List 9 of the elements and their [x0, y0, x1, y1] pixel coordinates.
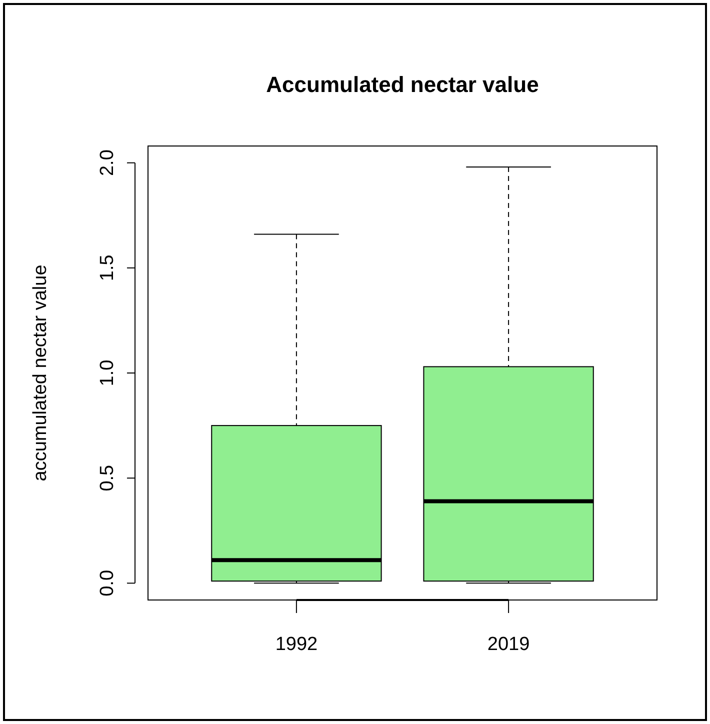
y-tick-label: 0.5 [97, 464, 118, 492]
chart-title: Accumulated nectar value [266, 72, 539, 97]
y-axis-title: accumulated nectar value [30, 264, 51, 482]
y-tick-label: 1.0 [97, 360, 118, 386]
y-tick-label: 0.0 [97, 570, 118, 596]
x-tick-label: 2019 [487, 634, 530, 655]
x-tick-label: 1992 [275, 634, 318, 655]
y-tick-label: 2.0 [97, 150, 118, 176]
y-tick-label: 1.5 [97, 254, 118, 282]
